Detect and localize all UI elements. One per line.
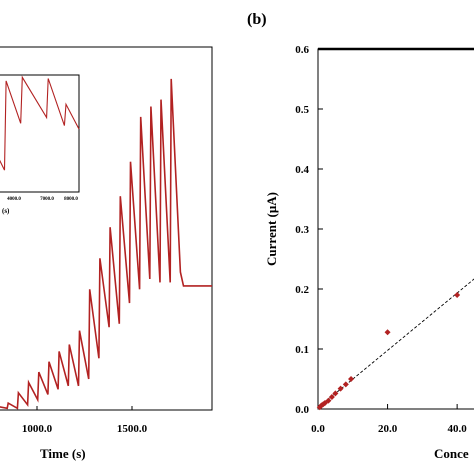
panel-b-data-point	[325, 397, 332, 404]
panel-a-x-tick-label: 1000.0	[22, 423, 53, 435]
panel-b-data-point	[348, 376, 355, 382]
panel-b-y-axis-title: Current (μA)	[264, 192, 279, 266]
panel-b-data-point	[384, 329, 391, 336]
inset-x-tick-label: 4000.0	[7, 197, 21, 202]
panel-b-y-tick-label: 0.2	[295, 284, 309, 296]
panel-b-x-axis-title: Conce	[434, 446, 469, 461]
panel-b-y-tick-label: 0.3	[295, 224, 309, 236]
inset-x-tick-label: 8000.0	[64, 197, 78, 202]
panel-b-data-point	[342, 381, 349, 388]
panel-b-x-tick-label: 20.0	[378, 423, 398, 435]
panel-a-series-line	[0, 78, 212, 410]
panel-b-frame	[317, 48, 474, 410]
panel-b-y-tick-label: 0.1	[295, 344, 309, 356]
panel-b-data-point	[454, 292, 461, 298]
panel-b-data-point	[332, 390, 339, 397]
inset-x-tick-label: 7000.0	[40, 197, 54, 202]
panel-b: (b) 0.0 0.1 0.2 0.3 0.4 0.5 0.6 0.0 20.0 40.0 Cu…	[247, 11, 474, 461]
panel-b-data-point	[337, 385, 344, 392]
panel-b-data-point	[328, 394, 335, 400]
panel-a-x-tick-label: 1500.0	[117, 423, 148, 435]
inset: 4000.0 7000.0 8000.0 (s)	[0, 74, 80, 215]
panel-b-y-tick-label: 0.0	[295, 404, 309, 416]
inset-x-axis-title: (s)	[2, 207, 10, 215]
panel-a-x-axis-title: Time (s)	[40, 446, 86, 461]
panel-a: 1000.0 1500.0 Time (s) 4000.0 7000.0 8000.0…	[0, 46, 213, 461]
panel-b-y-tick-label: 0.5	[295, 104, 309, 116]
panel-b-x-tick-label: 0.0	[311, 423, 325, 435]
panel-b-y-tick-label: 0.4	[295, 164, 309, 176]
inset-series-line	[0, 75, 80, 171]
panel-b-trendline	[317, 278, 474, 409]
panel-a-frame	[0, 46, 213, 411]
panel-b-y-tick-label: 0.6	[295, 44, 309, 56]
inset-frame	[0, 74, 80, 193]
panel-b-x-tick-label: 40.0	[448, 423, 468, 435]
panel-b-label: (b)	[247, 11, 267, 28]
